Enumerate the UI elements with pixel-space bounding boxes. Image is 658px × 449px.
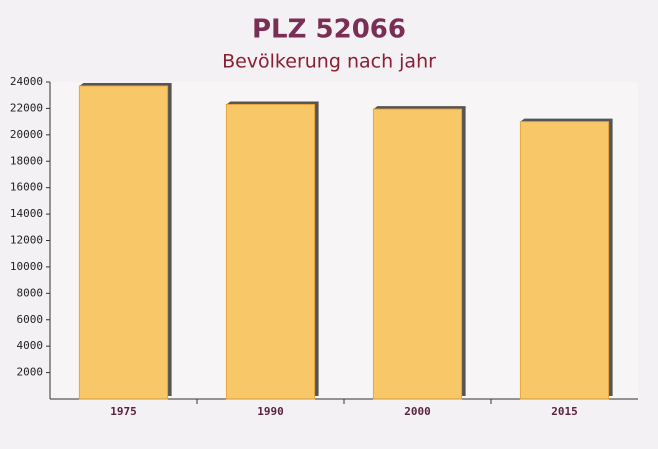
x-tick-label: 2015 bbox=[551, 405, 578, 418]
y-tick-label: 6000 bbox=[17, 313, 44, 326]
bar bbox=[225, 103, 316, 400]
y-tick-label: 12000 bbox=[10, 234, 43, 247]
chart-title: PLZ 52066 bbox=[252, 15, 406, 45]
y-tick-label: 20000 bbox=[10, 128, 43, 141]
y-tick-label: 18000 bbox=[10, 154, 43, 167]
bar bbox=[78, 85, 169, 400]
y-tick-label: 14000 bbox=[10, 207, 43, 220]
bar bbox=[519, 121, 610, 400]
y-tick-label: 10000 bbox=[10, 260, 43, 273]
y-tick-label: 4000 bbox=[17, 339, 44, 352]
bar bbox=[372, 108, 463, 400]
x-tick-label: 2000 bbox=[404, 405, 431, 418]
y-tick-label: 22000 bbox=[10, 101, 43, 114]
y-tick-label: 2000 bbox=[17, 366, 44, 379]
chart-subtitle: Bevölkerung nach jahr bbox=[222, 51, 436, 73]
y-tick-label: 16000 bbox=[10, 181, 43, 194]
y-tick-label: 24000 bbox=[10, 75, 43, 88]
x-tick-label: 1975 bbox=[110, 405, 137, 418]
x-tick-label: 1990 bbox=[257, 405, 284, 418]
y-tick-label: 8000 bbox=[17, 286, 44, 299]
